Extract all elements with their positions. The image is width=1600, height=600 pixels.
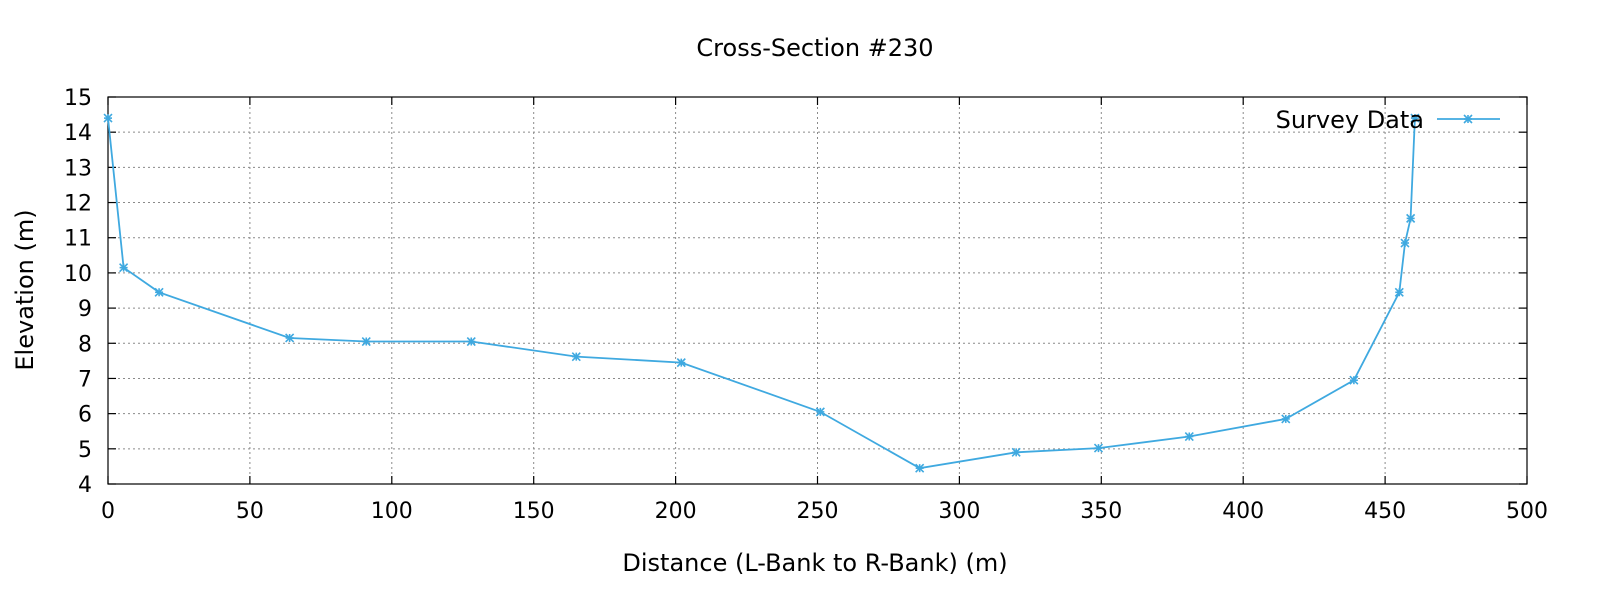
plot-frame [107,96,1528,485]
legend: Survey Data [1276,106,1500,134]
x-tick-label: 400 [1222,499,1264,524]
y-tick-label: 13 [64,156,92,181]
y-tick-label: 7 [78,367,92,392]
grid-lines [108,97,1527,484]
y-tick-label: 4 [78,473,92,498]
y-tick-label: 8 [78,332,92,357]
data-point [1410,113,1420,123]
x-tick-label: 450 [1364,499,1406,524]
data-point [154,287,164,297]
legend-marker [1463,114,1473,124]
data-point [285,333,295,343]
data-point [571,352,581,362]
data-point [1394,287,1404,297]
y-axis-label: Elevation (m) [11,209,39,370]
data-point [361,336,371,347]
x-tick-label: 150 [513,499,555,524]
x-tick-label: 100 [371,499,413,524]
data-point [103,113,113,123]
x-tick-label: 500 [1506,499,1548,524]
data-point [1349,375,1359,385]
y-tick-label: 5 [78,438,92,463]
series-line-survey-data [107,118,1416,470]
data-point [466,336,476,347]
x-tick-label: 300 [938,499,980,524]
y-tick-label: 12 [64,192,92,217]
series-layer [103,113,1420,473]
data-point [676,358,686,368]
x-axis-label: Distance (L-Bank to R-Bank) (m) [622,549,1007,577]
y-tick-label: 15 [64,86,92,111]
data-point [1011,447,1021,457]
y-axis: 4 5 6 7 8 9 10 11 12 13 14 15 [64,86,1527,498]
data-point [1406,213,1416,223]
data-point [119,263,129,273]
y-tick-label: 6 [78,403,92,428]
x-tick-label: 0 [101,499,115,524]
chart-title: Cross-Section #230 [696,34,933,62]
data-point [1281,414,1291,424]
data-point [915,463,925,473]
x-tick-label: 50 [236,499,264,524]
data-point [815,407,825,417]
y-tick-label: 11 [64,227,92,252]
data-point [1093,443,1104,453]
x-tick-label: 250 [797,499,839,524]
y-tick-label: 10 [64,262,92,287]
x-axis: 0 50 100 150 200 250 300 350 400 450 500 [101,97,1548,524]
y-tick-label: 14 [64,121,92,146]
data-point [1184,431,1194,442]
data-point [1400,238,1410,248]
legend-label-survey-data: Survey Data [1276,106,1424,134]
y-tick-label: 9 [78,297,92,322]
x-tick-label: 200 [655,499,697,524]
x-tick-label: 350 [1080,499,1122,524]
